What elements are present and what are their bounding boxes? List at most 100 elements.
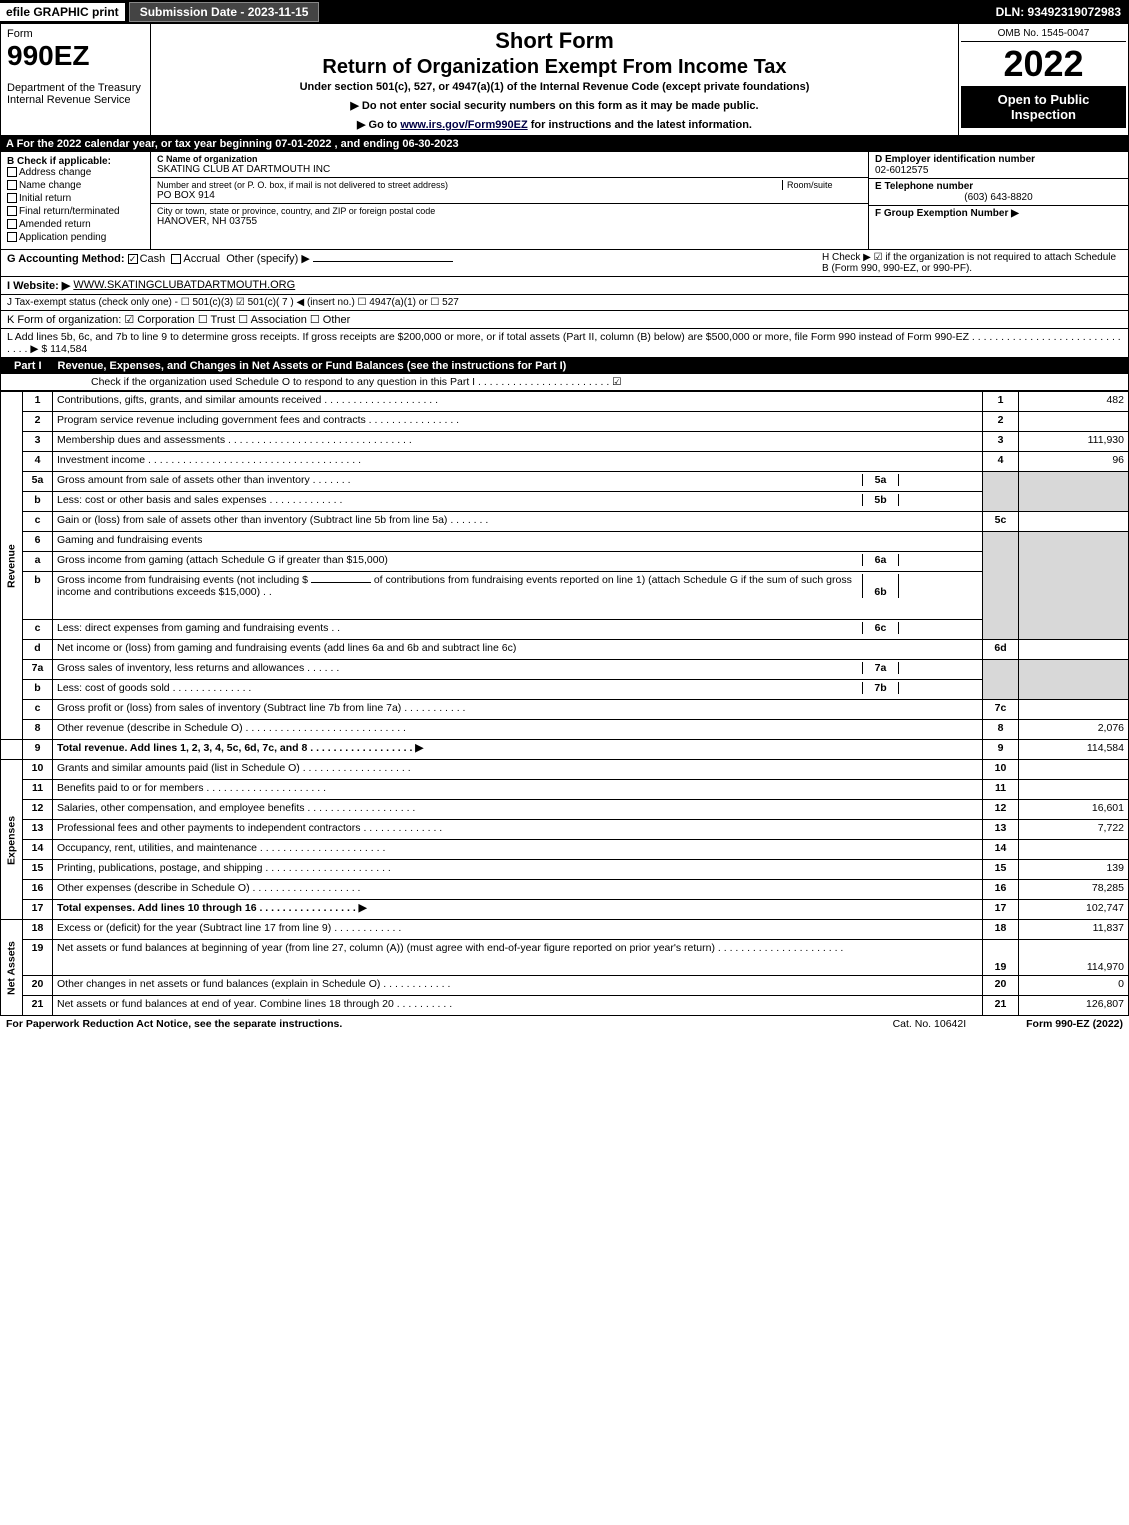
line-1-desc: Contributions, gifts, grants, and simila… (53, 392, 983, 412)
line-3-amt: 111,930 (1019, 432, 1129, 452)
line-8-desc: Other revenue (describe in Schedule O) .… (53, 720, 983, 740)
chk-final-return[interactable]: Final return/terminated (7, 206, 144, 217)
c-city-row: City or town, state or province, country… (151, 204, 868, 229)
header-left: Form 990EZ Department of the Treasury In… (1, 24, 151, 135)
line-9-desc: Total revenue. Add lines 1, 2, 3, 4, 5c,… (53, 740, 983, 760)
chk-name-change[interactable]: Name change (7, 180, 144, 191)
footer-formref: Form 990-EZ (2022) (1026, 1018, 1123, 1030)
sidelabel-revenue: Revenue (1, 392, 23, 740)
b-label: B Check if applicable: (7, 156, 111, 167)
line-16-desc: Other expenses (describe in Schedule O) … (53, 880, 983, 900)
d-ein: D Employer identification number 02-6012… (869, 152, 1128, 179)
irs-link[interactable]: www.irs.gov/Form990EZ (400, 119, 527, 131)
goto-pre: ▶ Go to (357, 119, 400, 131)
chk-amended-return[interactable]: Amended return (7, 219, 144, 230)
row-gh: G Accounting Method: ✓Cash Accrual Other… (0, 250, 1129, 277)
line-7c-amt (1019, 700, 1129, 720)
line-18-amt: 11,837 (1019, 920, 1129, 940)
ssn-note: ▶ Do not enter social security numbers o… (159, 99, 950, 112)
line-13-amt: 7,722 (1019, 820, 1129, 840)
col-c-org-info: C Name of organization SKATING CLUB AT D… (151, 152, 868, 249)
line-6d-amt (1019, 640, 1129, 660)
page-footer: For Paperwork Reduction Act Notice, see … (0, 1016, 1129, 1032)
line-9-amt: 114,584 (1019, 740, 1129, 760)
chk-cash[interactable]: ✓ (128, 254, 138, 264)
chk-application-pending[interactable]: Application pending (7, 232, 144, 243)
part1-header: Part I Revenue, Expenses, and Changes in… (0, 358, 1129, 374)
line-6d-desc: Net income or (loss) from gaming and fun… (53, 640, 983, 660)
line-16-amt: 78,285 (1019, 880, 1129, 900)
line-4-desc: Investment income . . . . . . . . . . . … (53, 452, 983, 472)
row-i: I Website: ▶ WWW.SKATINGCLUBATDARTMOUTH.… (0, 277, 1129, 295)
line-5b: Less: cost or other basis and sales expe… (53, 492, 983, 512)
dln: DLN: 93492319072983 (996, 5, 1129, 19)
col-b-checkboxes: B Check if applicable: Address change Na… (1, 152, 151, 249)
line-7c-desc: Gross profit or (loss) from sales of inv… (53, 700, 983, 720)
goto-note: ▶ Go to www.irs.gov/Form990EZ for instru… (159, 118, 950, 131)
line-10-amt (1019, 760, 1129, 780)
line-5c-amt (1019, 512, 1129, 532)
line-7a: Gross sales of inventory, less returns a… (53, 660, 983, 680)
c-street-row: Number and street (or P. O. box, if mail… (151, 178, 868, 204)
line-13-desc: Professional fees and other payments to … (53, 820, 983, 840)
row-j: J Tax-exempt status (check only one) - ☐… (0, 295, 1129, 311)
part1-check: Check if the organization used Schedule … (0, 374, 1129, 391)
line-5c-desc: Gain or (loss) from sale of assets other… (53, 512, 983, 532)
chk-accrual[interactable] (171, 254, 181, 264)
line-8-amt: 2,076 (1019, 720, 1129, 740)
ein-value: 02-6012575 (875, 165, 928, 176)
f-group-exemption: F Group Exemption Number ▶ (869, 206, 1128, 221)
line-12-amt: 16,601 (1019, 800, 1129, 820)
line-1-amt: 482 (1019, 392, 1129, 412)
line-20-amt: 0 (1019, 976, 1129, 996)
g-accounting: G Accounting Method: ✓Cash Accrual Other… (7, 252, 822, 274)
footer-left: For Paperwork Reduction Act Notice, see … (6, 1018, 342, 1030)
h-schedule-b: H Check ▶ ☑ if the organization is not r… (822, 252, 1122, 274)
submission-date: Submission Date - 2023-11-15 (129, 2, 320, 22)
chk-initial-return[interactable]: Initial return (7, 193, 144, 204)
telephone-value: (603) 643-8820 (875, 192, 1122, 203)
efile-label[interactable]: efile GRAPHIC print (0, 3, 125, 21)
form-header: Form 990EZ Department of the Treasury In… (0, 24, 1129, 136)
line-6c: Less: direct expenses from gaming and fu… (53, 620, 983, 640)
part1-tag: Part I (6, 360, 50, 372)
website-link[interactable]: WWW.SKATINGCLUBATDARTMOUTH.ORG (73, 279, 295, 292)
org-city: HANOVER, NH 03755 (157, 216, 862, 227)
line-10-desc: Grants and similar amounts paid (list in… (53, 760, 983, 780)
row-a-tax-year: A For the 2022 calendar year, or tax yea… (0, 136, 1129, 152)
c-name-row: C Name of organization SKATING CLUB AT D… (151, 152, 868, 178)
form-title: Return of Organization Exempt From Incom… (159, 56, 950, 79)
form-label: Form (7, 28, 144, 40)
row-k: K Form of organization: ☑ Corporation ☐ … (0, 311, 1129, 329)
e-telephone: E Telephone number (603) 643-8820 (869, 179, 1128, 206)
line-3-desc: Membership dues and assessments . . . . … (53, 432, 983, 452)
tax-year: 2022 (961, 42, 1126, 86)
line-17-desc: Total expenses. Add lines 10 through 16 … (53, 900, 983, 920)
sidelabel-expenses: Expenses (1, 760, 23, 920)
form-number: 990EZ (7, 40, 144, 72)
row-l: L Add lines 5b, 6c, and 7b to line 9 to … (0, 329, 1129, 358)
sidelabel-netassets: Net Assets (1, 920, 23, 1016)
chk-address-change[interactable]: Address change (7, 167, 144, 178)
line-21-amt: 126,807 (1019, 996, 1129, 1016)
line-19-desc: Net assets or fund balances at beginning… (53, 940, 983, 976)
org-street: PO BOX 914 (157, 190, 862, 201)
short-form-label: Short Form (159, 28, 950, 54)
line-19-amt: 114,970 (1019, 940, 1129, 976)
line-2-amt (1019, 412, 1129, 432)
line-5a: Gross amount from sale of assets other t… (53, 472, 983, 492)
line-18-desc: Excess or (deficit) for the year (Subtra… (53, 920, 983, 940)
line-21-desc: Net assets or fund balances at end of ye… (53, 996, 983, 1016)
org-name: SKATING CLUB AT DARTMOUTH INC (157, 164, 862, 175)
open-to-public: Open to Public Inspection (961, 86, 1126, 128)
header-right: OMB No. 1545-0047 2022 Open to Public In… (958, 24, 1128, 135)
part1-title: Revenue, Expenses, and Changes in Net As… (58, 360, 567, 372)
line-12-desc: Salaries, other compensation, and employ… (53, 800, 983, 820)
header-mid: Short Form Return of Organization Exempt… (151, 24, 958, 135)
omb-number: OMB No. 1545-0047 (961, 26, 1126, 42)
goto-post: for instructions and the latest informat… (528, 119, 752, 131)
line-7b: Less: cost of goods sold . . . . . . . .… (53, 680, 983, 700)
line-2-desc: Program service revenue including govern… (53, 412, 983, 432)
line-15-desc: Printing, publications, postage, and shi… (53, 860, 983, 880)
line-14-desc: Occupancy, rent, utilities, and maintena… (53, 840, 983, 860)
